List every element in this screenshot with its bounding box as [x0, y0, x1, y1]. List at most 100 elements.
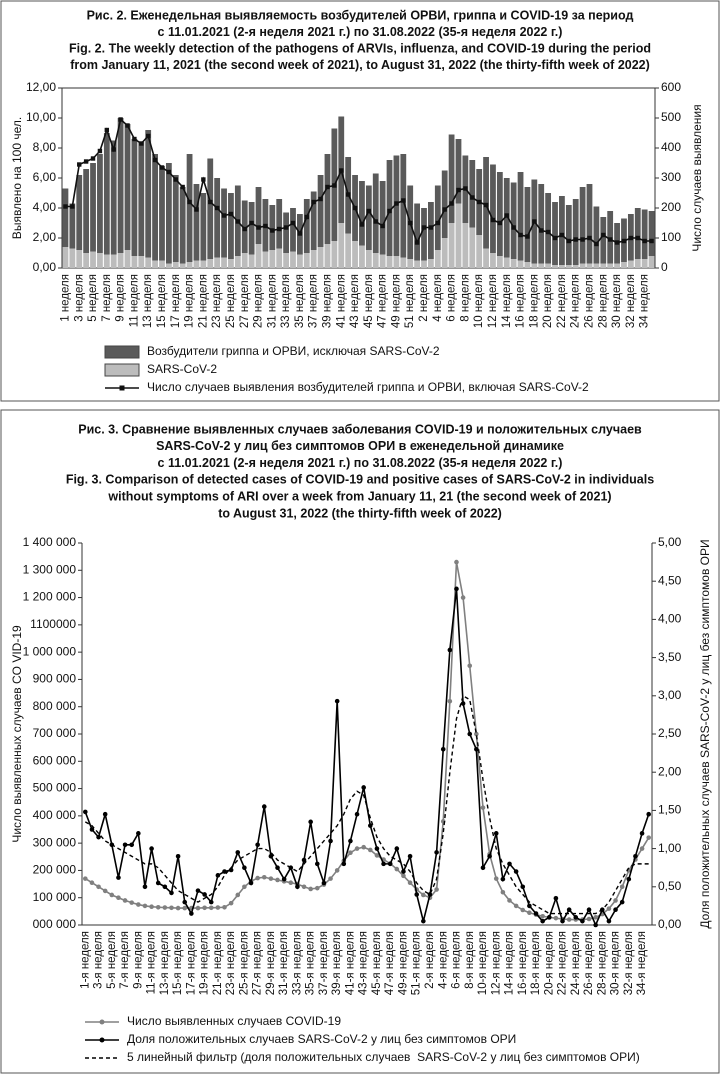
chart-title: Рис. 2. Еженедельная выявляемость возбуд…: [87, 8, 634, 22]
bar: [393, 256, 400, 268]
bar: [641, 209, 648, 259]
x-tick-label: 43-я неделя: [358, 931, 370, 995]
line-marker: [111, 147, 116, 152]
bar: [172, 262, 179, 268]
line-marker: [308, 886, 313, 892]
line-marker: [149, 904, 154, 910]
x-tick-label: 18-я неделя: [530, 931, 542, 995]
line-marker: [255, 842, 260, 848]
line-marker: [394, 846, 400, 851]
bar: [145, 130, 152, 258]
line-marker: [649, 238, 654, 244]
bar: [524, 187, 531, 262]
y-axis-title: Число выявленных случаев CO VID-19: [10, 625, 24, 843]
line-marker: [142, 903, 148, 909]
line-marker: [552, 235, 558, 241]
x-tick-label: 29 неделя: [253, 274, 265, 328]
line-marker: [83, 876, 88, 881]
line-marker: [428, 225, 434, 230]
bar: [152, 154, 158, 261]
y2-tick-label: 0: [661, 260, 668, 274]
line-marker: [328, 876, 333, 881]
bar: [455, 139, 462, 204]
bar: [221, 188, 227, 258]
line-marker: [594, 241, 599, 247]
line-marker: [182, 905, 188, 911]
line-marker: [435, 220, 440, 226]
line-marker: [270, 228, 275, 233]
x-tick-label: 51 неделя: [404, 274, 416, 328]
x-tick-label: 49-я неделя: [397, 931, 409, 995]
line-marker: [560, 918, 565, 924]
legend-label: 5 линейный фильтр (доля положительных сл…: [127, 1050, 640, 1064]
x-tick-label: 3-я неделя: [93, 931, 105, 989]
bar: [593, 206, 600, 264]
line-marker: [440, 746, 446, 752]
line-marker: [102, 811, 108, 817]
bar: [248, 254, 255, 268]
line-marker: [401, 198, 406, 203]
chart-title: Fig. 2. The weekly detection of the path…: [69, 41, 651, 55]
bar: [179, 263, 186, 268]
x-tick-label: 2-я неделя: [424, 931, 436, 989]
bar: [214, 178, 221, 258]
x-tick-label: 28 неделя: [597, 274, 609, 328]
bar: [414, 203, 421, 261]
bar: [448, 134, 455, 223]
bar: [338, 223, 345, 268]
line-marker: [414, 892, 420, 897]
line-marker: [633, 853, 638, 859]
line-marker: [635, 235, 640, 241]
line-marker: [586, 916, 592, 922]
y-tick-label: 400 000: [33, 808, 77, 822]
line-marker: [476, 199, 482, 205]
line-marker: [215, 905, 221, 910]
bar: [469, 160, 476, 228]
line-marker: [586, 907, 592, 913]
bar: [283, 253, 289, 268]
line-marker: [408, 220, 413, 226]
line-marker: [341, 861, 347, 867]
bar: [303, 253, 310, 268]
bar: [496, 256, 503, 268]
bar: [165, 263, 172, 268]
line-marker: [527, 910, 532, 916]
line-marker: [518, 232, 523, 238]
line-marker: [483, 202, 489, 208]
bar: [503, 257, 510, 268]
line-marker: [348, 838, 353, 844]
line-marker: [162, 884, 168, 890]
bar: [83, 253, 90, 268]
line-marker: [275, 865, 280, 870]
bar: [648, 256, 655, 268]
y2-tick-label: 600: [661, 80, 681, 94]
line-marker: [332, 183, 337, 188]
line-marker: [593, 915, 598, 920]
line-marker: [387, 861, 393, 867]
bar: [372, 253, 379, 268]
bar: [641, 259, 648, 268]
line-marker: [149, 846, 154, 851]
bar: [531, 263, 538, 268]
line-marker: [573, 237, 578, 242]
y2-tick-label: 300: [661, 170, 681, 184]
line-marker: [447, 698, 453, 704]
line-marker: [136, 831, 141, 836]
bar: [200, 193, 207, 261]
line-marker: [173, 177, 178, 182]
x-tick-label: 11 неделя: [128, 274, 140, 327]
line-marker: [96, 884, 101, 890]
line-marker: [136, 902, 141, 907]
line-marker: [606, 906, 612, 911]
bar: [241, 200, 248, 253]
line-marker: [283, 225, 289, 230]
line-marker: [460, 595, 466, 600]
bar: [607, 211, 614, 264]
line-marker: [129, 842, 135, 848]
line-marker: [401, 869, 406, 874]
y2-tick-label: 5,00: [658, 535, 682, 549]
line-marker: [467, 731, 473, 737]
line-marker: [532, 219, 537, 224]
bar: [117, 253, 124, 268]
line-marker: [202, 905, 207, 911]
